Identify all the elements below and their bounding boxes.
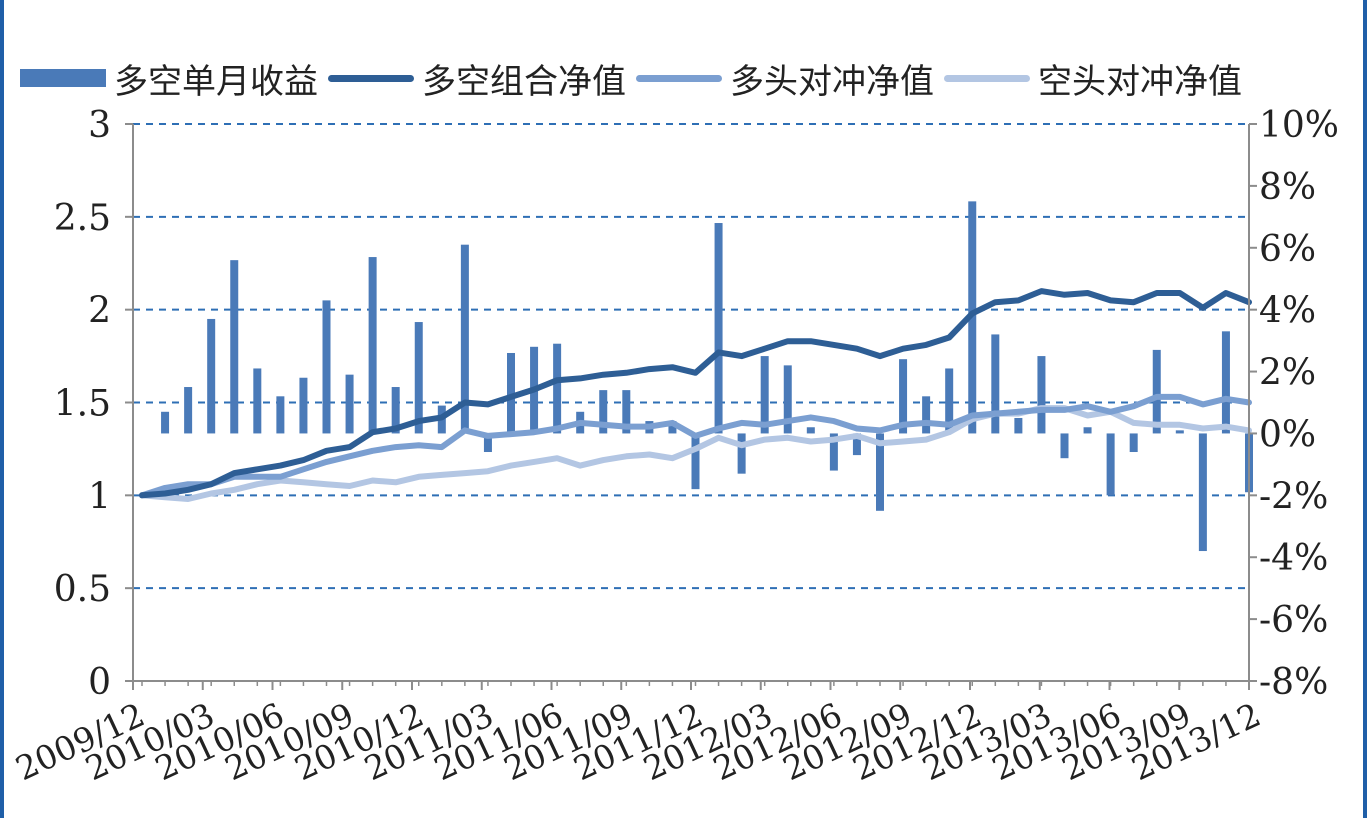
left-tick-label: 0.5	[54, 569, 111, 610]
axes: 00.511.522.53-8%-6%-4%-2%0%2%4%6%8%10%20…	[10, 105, 1339, 788]
bar	[460, 244, 469, 434]
right-tick-label: 8%	[1259, 167, 1316, 208]
bar	[806, 427, 815, 434]
left-tick-label: 2.5	[54, 198, 111, 239]
bar	[230, 260, 239, 434]
left-tick-label: 1	[88, 476, 111, 517]
bar	[1198, 433, 1207, 552]
bar	[945, 368, 954, 434]
bar	[691, 433, 700, 490]
bar	[783, 365, 792, 434]
legend-label: 多空组合净值	[422, 61, 626, 102]
bar	[1037, 356, 1046, 434]
bar	[922, 396, 931, 434]
legend-swatch-line	[636, 74, 722, 82]
bar	[345, 374, 354, 434]
bar	[299, 377, 308, 434]
legend-item-long-hedge-nav: 多头对冲净值	[636, 54, 934, 103]
legend-swatch-line	[944, 74, 1030, 82]
bar	[368, 257, 377, 434]
bar	[483, 433, 492, 453]
bar	[760, 356, 769, 434]
legend: 多空单月收益 多空组合净值 多头对冲净值 空头对冲净值	[20, 54, 1252, 103]
grid	[133, 123, 1249, 590]
left-tick-label: 1.5	[54, 384, 111, 425]
bar	[1083, 427, 1092, 434]
right-tick-label: 6%	[1259, 229, 1316, 270]
bar	[1175, 430, 1184, 434]
legend-swatch-line	[328, 74, 414, 82]
legend-swatch-bar	[20, 69, 106, 87]
right-tick-label: -2%	[1259, 476, 1328, 517]
bar	[599, 390, 608, 434]
bar	[737, 433, 746, 474]
left-tick-label: 0	[88, 662, 111, 703]
bar	[161, 411, 170, 434]
series-line	[139, 288, 1252, 499]
legend-item-long-short-nav: 多空组合净值	[328, 54, 626, 103]
bar	[1014, 417, 1023, 434]
bar	[991, 334, 1000, 434]
bar-series	[161, 201, 1253, 552]
right-tick-label: -6%	[1259, 600, 1328, 641]
bar	[899, 359, 908, 434]
legend-item-monthly-return: 多空单月收益	[20, 54, 318, 103]
bar	[1221, 331, 1230, 434]
bar	[622, 390, 631, 434]
bar	[276, 396, 285, 434]
bar	[829, 433, 838, 471]
bar	[507, 352, 515, 434]
right-tick-label: 0%	[1259, 414, 1316, 455]
bar	[553, 343, 562, 434]
legend-label: 多空单月收益	[114, 61, 318, 102]
bar	[414, 322, 423, 434]
right-tick-label: 2%	[1259, 353, 1316, 394]
bar	[184, 387, 193, 434]
bar	[207, 318, 216, 434]
bar	[714, 223, 723, 434]
bar	[322, 300, 331, 434]
right-tick-label: -4%	[1259, 538, 1328, 579]
series-line	[139, 393, 1252, 499]
legend-label: 空头对冲净值	[1038, 61, 1242, 102]
bar	[876, 433, 884, 511]
bar	[852, 433, 861, 456]
right-tick-label: 10%	[1259, 105, 1339, 146]
bar	[1106, 433, 1115, 496]
line-series	[139, 288, 1252, 502]
bar	[1129, 433, 1138, 453]
legend-item-short-hedge-nav: 空头对冲净值	[944, 54, 1242, 103]
right-tick-label: -8%	[1259, 662, 1328, 703]
bar	[253, 368, 262, 434]
bar	[668, 421, 677, 434]
bar	[1152, 349, 1161, 434]
bar	[1060, 433, 1069, 459]
right-tick-label: 4%	[1259, 291, 1316, 332]
legend-label: 多头对冲净值	[730, 61, 934, 102]
left-tick-label: 2	[88, 291, 111, 332]
bar	[391, 387, 400, 434]
left-tick-label: 3	[88, 105, 111, 146]
